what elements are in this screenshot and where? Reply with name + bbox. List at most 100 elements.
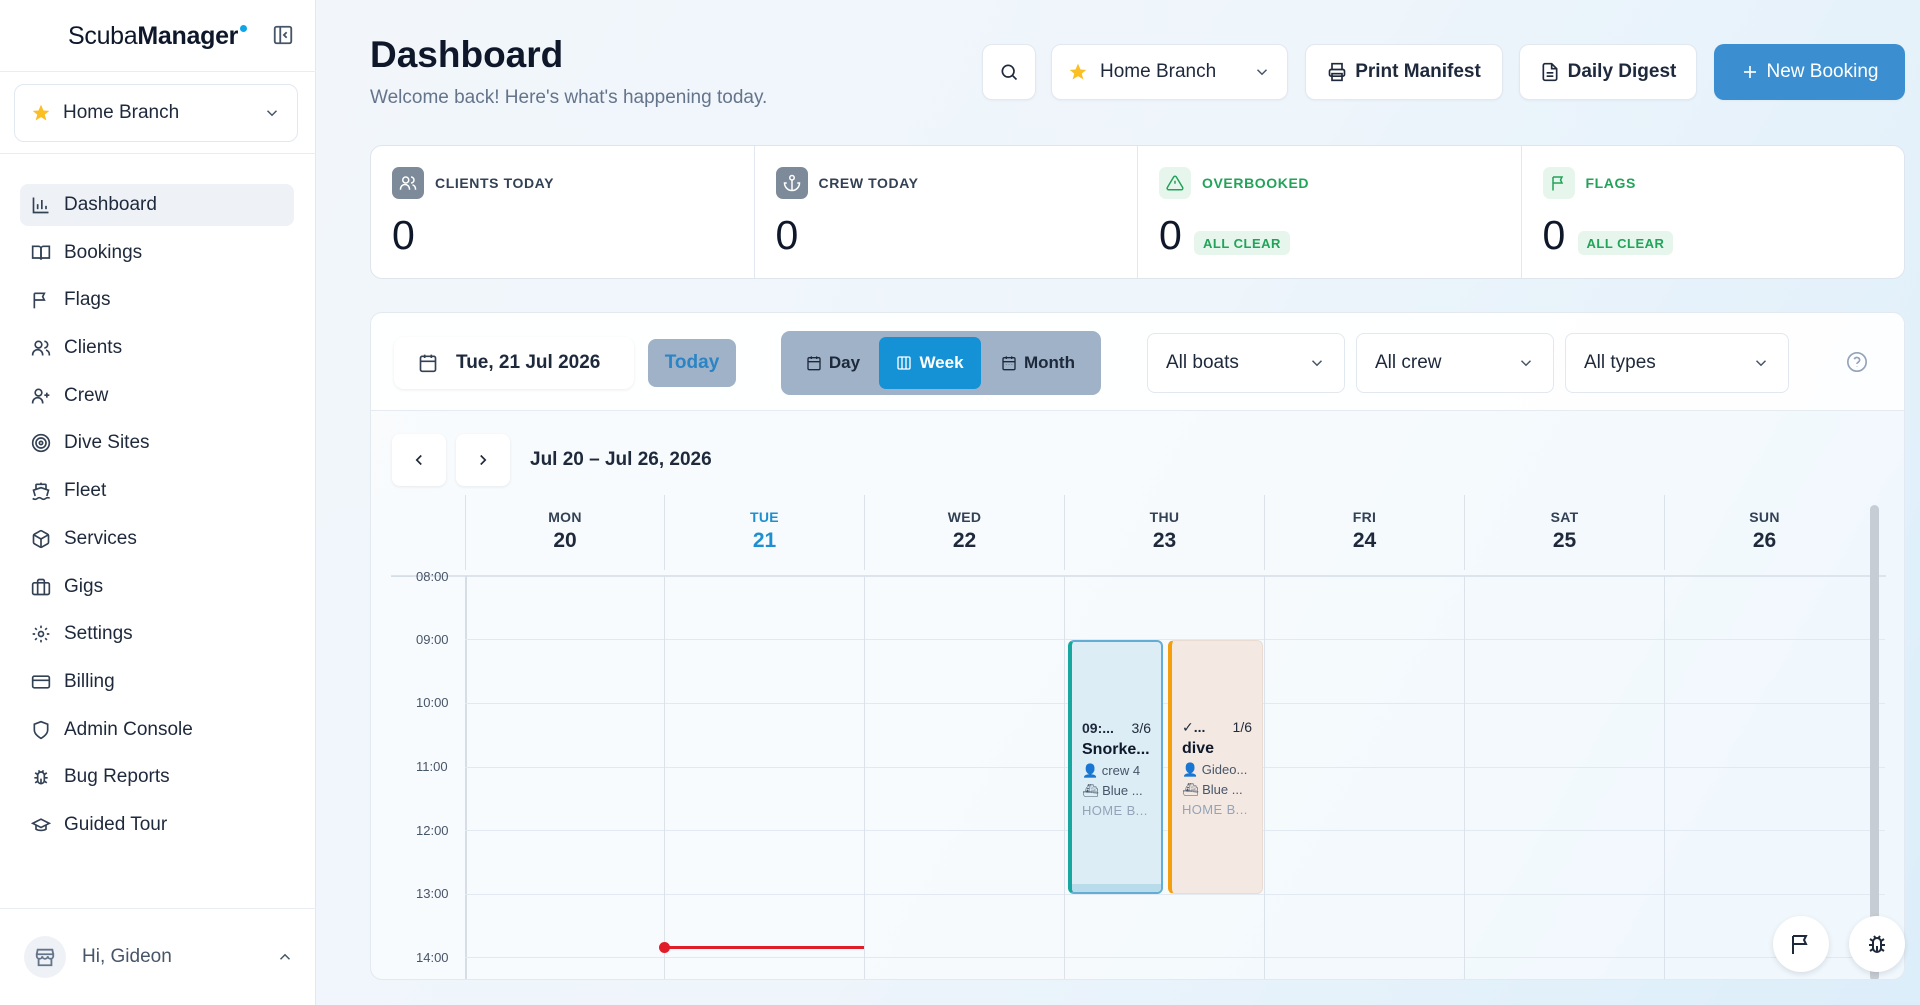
previous-week-button[interactable]	[392, 434, 446, 486]
print-manifest-button[interactable]: Print Manifest	[1305, 44, 1503, 100]
event-time: 09:...	[1082, 720, 1114, 736]
stat-crew-today: CREW TODAY 0	[755, 146, 1138, 278]
date-picker-button[interactable]: Tue, 21 Jul 2026	[394, 337, 634, 389]
header-branch-select[interactable]: Home Branch	[1051, 44, 1288, 100]
day-number: 24	[1352, 529, 1377, 552]
sidebar-item-label: Clients	[64, 337, 123, 359]
day-header-today[interactable]: TUE 21	[664, 495, 864, 570]
event-crew: 👤 crew 4	[1082, 763, 1141, 778]
day-header[interactable]: SUN 26	[1664, 495, 1864, 570]
sidebar-item-settings[interactable]: Settings	[20, 613, 294, 655]
columns-icon	[896, 355, 912, 371]
chevron-down-icon	[263, 104, 281, 122]
booking-event[interactable]: ✓... 1/6 dive 👤 Gideo... ⛴ Blue ... HOME …	[1168, 640, 1263, 894]
sidebar: ScubaManager Home Branch Dashboard Booki…	[0, 0, 316, 1005]
event-time: ✓...	[1182, 719, 1206, 735]
sidebar-item-admin-console[interactable]: Admin Console	[20, 709, 294, 751]
sidebar-item-gigs[interactable]: Gigs	[20, 566, 294, 608]
users-icon	[30, 337, 52, 359]
sidebar-item-label: Admin Console	[64, 718, 193, 740]
bug-report-fab-button[interactable]	[1849, 916, 1905, 972]
user-menu[interactable]: Hi, Gideon	[24, 936, 294, 978]
view-week-label: Week	[919, 353, 964, 372]
sidebar-item-services[interactable]: Services	[20, 518, 294, 560]
sidebar-item-billing[interactable]: Billing	[20, 661, 294, 703]
day-header[interactable]: WED 22	[864, 495, 1064, 570]
sidebar-item-guided-tour[interactable]: Guided Tour	[20, 804, 294, 846]
sidebar-item-label: Dashboard	[64, 194, 157, 215]
avatar	[24, 936, 66, 978]
bug-icon	[30, 766, 52, 788]
day-header[interactable]: MON 20	[465, 495, 664, 570]
page-subtitle: Welcome back! Here's what's happening to…	[370, 87, 768, 108]
daily-digest-button[interactable]: Daily Digest	[1519, 44, 1697, 100]
next-week-button[interactable]	[456, 434, 510, 486]
sidebar-item-label: Guided Tour	[64, 813, 168, 835]
event-branch: HOME B...	[1182, 802, 1248, 817]
app-logo[interactable]: ScubaManager	[68, 22, 248, 51]
sidebar-nav: Dashboard Bookings Flags Clients Crew Di…	[20, 184, 294, 852]
day-header[interactable]: SAT 25	[1464, 495, 1664, 570]
view-week-button[interactable]: Week	[879, 337, 981, 389]
plus-icon	[1741, 63, 1759, 81]
print-manifest-label: Print Manifest	[1355, 61, 1481, 82]
event-branch: HOME B...	[1082, 803, 1148, 818]
time-label: 11:00	[416, 759, 448, 774]
filter-crew-label: All crew	[1375, 352, 1442, 373]
gear-icon	[30, 623, 52, 645]
status-badge: ALL CLEAR	[1194, 231, 1290, 255]
stat-label: FLAGS	[1585, 175, 1636, 191]
search-button[interactable]	[982, 44, 1036, 100]
filter-crew-select[interactable]: All crew	[1356, 333, 1554, 393]
chevron-down-icon	[1517, 354, 1535, 372]
time-label: 10:00	[416, 695, 449, 710]
event-capacity: 3/6	[1131, 720, 1151, 736]
header-branch-label: Home Branch	[1100, 61, 1217, 82]
sidebar-item-flags[interactable]: Flags	[20, 279, 294, 321]
day-of-week: SAT	[1550, 509, 1579, 525]
search-icon	[999, 62, 1019, 82]
flag-icon	[1542, 167, 1575, 199]
view-day-button[interactable]: Day	[787, 337, 879, 389]
shield-icon	[30, 719, 52, 741]
chevron-up-icon[interactable]	[276, 948, 294, 966]
flag-fab-button[interactable]	[1773, 916, 1829, 972]
event-capacity: 1/6	[1232, 719, 1252, 735]
stat-clients-today: CLIENTS TODAY 0	[371, 146, 755, 278]
bar-chart-icon	[30, 194, 52, 216]
day-header[interactable]: FRI 24	[1264, 495, 1464, 570]
collapse-sidebar-icon[interactable]	[272, 24, 294, 46]
sidebar-item-bug-reports[interactable]: Bug Reports	[20, 756, 294, 798]
new-booking-button[interactable]: New Booking	[1714, 44, 1905, 100]
calendar-grid-icon	[1001, 355, 1017, 371]
stats-row: CLIENTS TODAY 0 CREW TODAY 0 OVERBOOKED …	[370, 145, 1905, 279]
day-of-week: SUN	[1749, 509, 1780, 525]
today-button[interactable]: Today	[648, 339, 736, 387]
sidebar-item-dashboard[interactable]: Dashboard	[20, 184, 294, 226]
status-badge: ALL CLEAR	[1577, 231, 1674, 255]
view-month-button[interactable]: Month	[981, 337, 1095, 389]
event-boat: ⛴ Blue ...	[1182, 782, 1243, 797]
stat-overbooked: OVERBOOKED 0 ALL CLEAR	[1138, 146, 1522, 278]
filter-types-select[interactable]: All types	[1565, 333, 1789, 393]
sidebar-item-crew[interactable]: Crew	[20, 375, 294, 417]
booking-event[interactable]: 09:... 3/6 Snorke... 👤 crew 4 ⛴ Blue ... …	[1068, 640, 1163, 894]
sidebar-item-label: Dive Sites	[64, 432, 150, 454]
calendar-scrollbar[interactable]	[1870, 505, 1879, 979]
time-label: 08:00	[416, 569, 449, 584]
sidebar-item-clients[interactable]: Clients	[20, 327, 294, 369]
stat-label: CREW TODAY	[818, 175, 919, 191]
sidebar-item-bookings[interactable]: Bookings	[20, 232, 294, 274]
filter-boats-select[interactable]: All boats	[1147, 333, 1345, 393]
sidebar-branch-select[interactable]: Home Branch	[14, 84, 298, 142]
help-icon[interactable]	[1846, 351, 1868, 373]
ship-icon	[30, 480, 52, 502]
event-crew: 👤 Gideo...	[1182, 762, 1248, 777]
sidebar-item-fleet[interactable]: Fleet	[20, 470, 294, 512]
event-title: dive	[1182, 740, 1215, 757]
stat-flags: FLAGS 0 ALL CLEAR	[1522, 146, 1905, 278]
chevron-right-icon	[474, 451, 492, 469]
day-header[interactable]: THU 23	[1064, 495, 1264, 570]
sidebar-item-dive-sites[interactable]: Dive Sites	[20, 422, 294, 464]
stat-label: CLIENTS TODAY	[435, 175, 555, 191]
